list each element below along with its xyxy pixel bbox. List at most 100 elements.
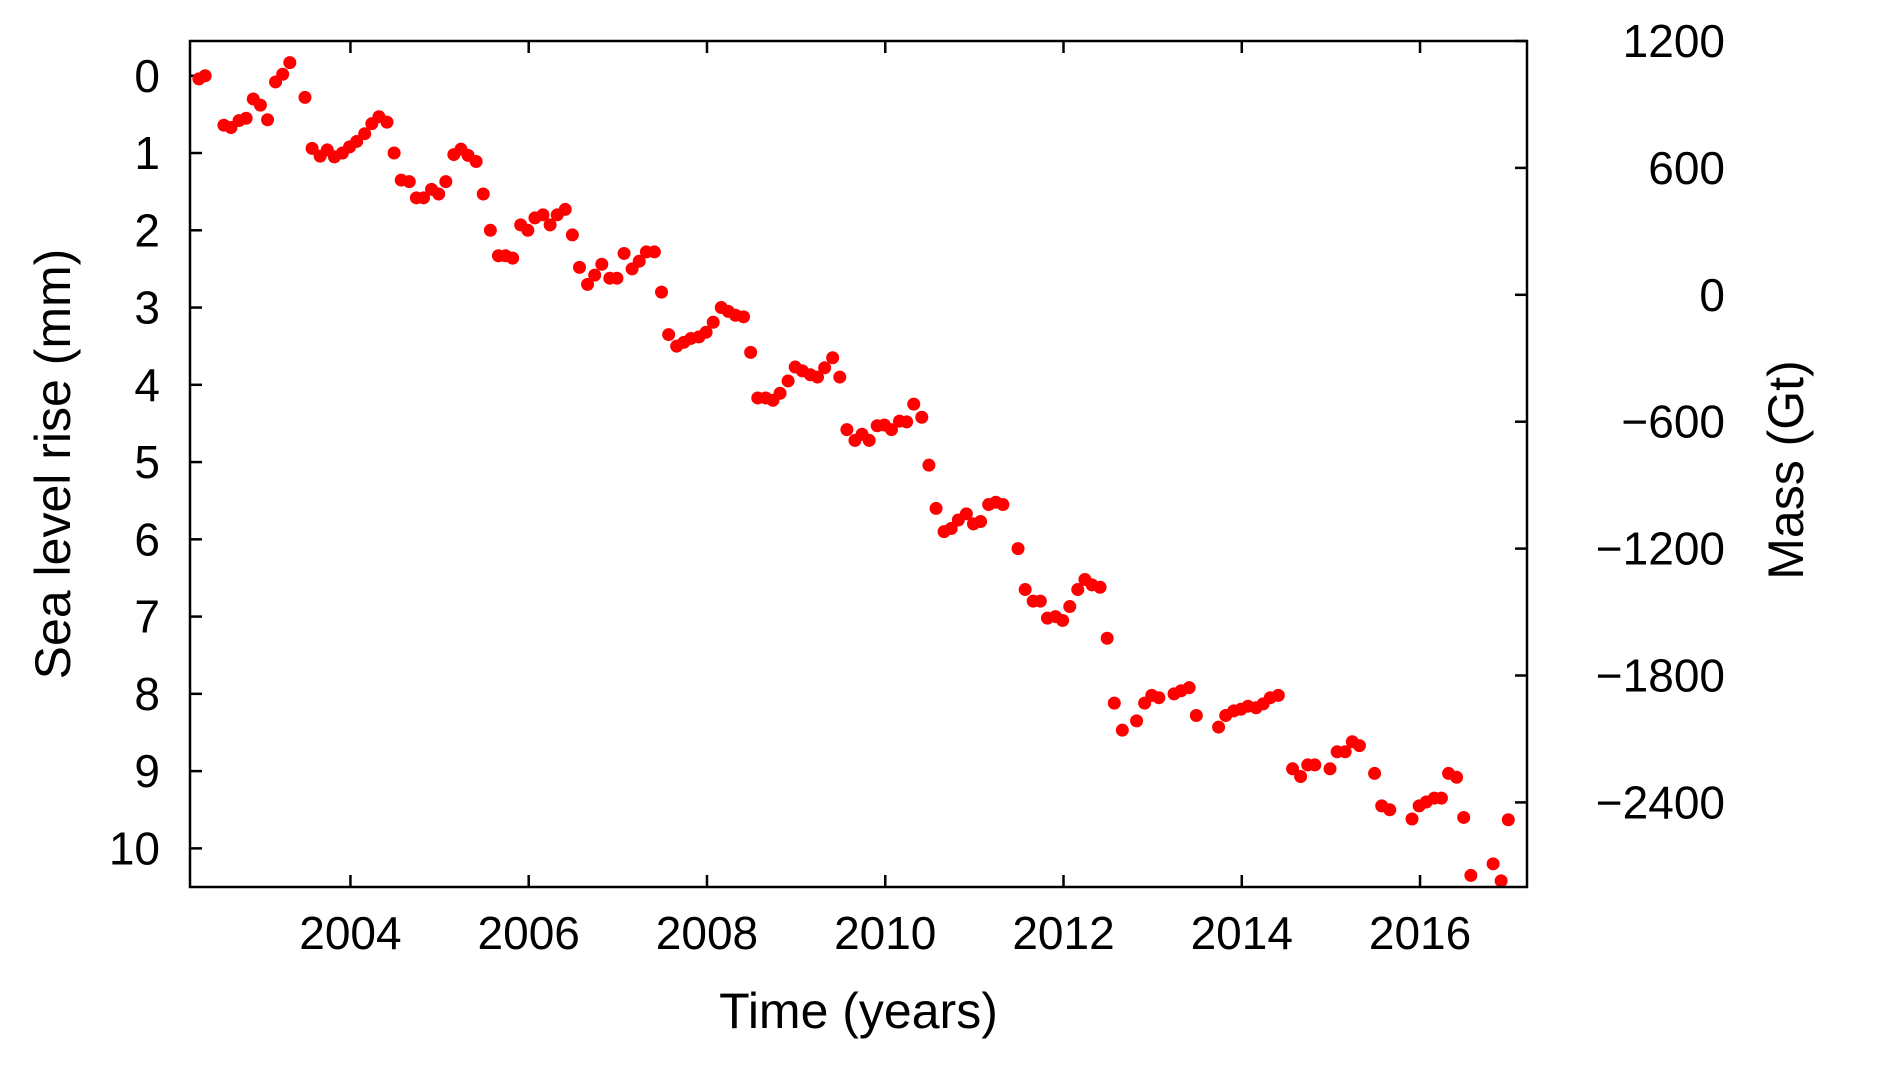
- right-y-tick-label: −2400: [1596, 776, 1725, 828]
- right-y-tick-label: −600: [1621, 396, 1725, 448]
- y-tick-label: 3: [134, 282, 160, 334]
- x-axis-label: Time (years): [719, 983, 998, 1039]
- data-point: [907, 397, 921, 411]
- data-point: [402, 175, 416, 189]
- x-axis-ticks: 2004 2006 2008 2010 2012 2014 2016: [299, 41, 1471, 959]
- right-y-tick-label: −1800: [1596, 650, 1725, 702]
- y-tick-label: 9: [134, 745, 160, 797]
- data-point: [506, 251, 520, 265]
- data-point: [276, 67, 290, 81]
- y-tick-label: 2: [134, 204, 160, 256]
- x-tick-label: 2010: [834, 907, 936, 959]
- y-tick-label: 7: [134, 591, 160, 643]
- data-point: [1100, 631, 1114, 645]
- data-point: [655, 285, 669, 299]
- x-tick-label: 2006: [478, 907, 580, 959]
- data-point: [1033, 594, 1047, 608]
- y-axis-ticks: 0 1 2 3 4 5 6 7 8 9 10: [109, 50, 202, 874]
- data-point: [1056, 613, 1070, 627]
- data-point: [840, 423, 854, 437]
- data-point: [884, 423, 898, 437]
- data-point: [1130, 714, 1144, 728]
- data-point: [610, 271, 624, 285]
- data-point: [483, 223, 497, 237]
- data-point: [1071, 583, 1085, 597]
- data-point: [833, 370, 847, 384]
- data-point: [862, 433, 876, 447]
- data-point: [647, 245, 661, 259]
- data-point: [810, 370, 824, 384]
- data-point: [974, 515, 988, 529]
- data-point: [283, 56, 297, 70]
- data-point: [198, 69, 212, 83]
- data-point: [261, 113, 275, 127]
- data-point: [1486, 857, 1500, 871]
- data-point: [1286, 762, 1300, 776]
- data-point: [558, 202, 572, 216]
- x-tick-label: 2008: [656, 907, 758, 959]
- data-point: [543, 218, 557, 232]
- data-point: [573, 260, 587, 274]
- data-point: [439, 175, 453, 189]
- plot-frame: [188, 39, 1529, 889]
- data-point: [744, 345, 758, 359]
- data-point: [581, 277, 595, 291]
- data-points: [192, 56, 1515, 888]
- data-point: [617, 246, 631, 260]
- data-point: [432, 187, 446, 201]
- data-point: [944, 522, 958, 536]
- data-point: [1212, 720, 1226, 734]
- data-point: [358, 127, 372, 141]
- y-tick-label: 5: [134, 436, 160, 488]
- data-point: [1368, 766, 1382, 780]
- data-point: [1093, 580, 1107, 594]
- data-point: [588, 268, 602, 282]
- right-y-tick-label: −1200: [1596, 523, 1725, 575]
- data-point: [469, 155, 483, 169]
- data-point: [1152, 691, 1166, 705]
- data-point: [996, 498, 1010, 512]
- y-tick-label: 0: [134, 50, 160, 102]
- data-point: [1189, 708, 1203, 722]
- right-y-tick-label: 1200: [1623, 15, 1725, 67]
- data-point: [1338, 745, 1352, 759]
- data-point: [1450, 770, 1464, 784]
- data-point: [387, 146, 401, 160]
- data-point: [959, 507, 973, 521]
- data-point: [253, 98, 267, 112]
- data-point: [706, 315, 720, 329]
- data-point: [699, 325, 713, 339]
- data-point: [565, 228, 579, 242]
- data-point: [1323, 762, 1337, 776]
- data-point: [1115, 723, 1129, 737]
- data-point: [380, 115, 394, 129]
- data-point: [305, 141, 319, 155]
- x-tick-label: 2004: [299, 907, 401, 959]
- data-point: [595, 257, 609, 271]
- data-point: [1457, 810, 1471, 824]
- y-tick-label: 1: [134, 127, 160, 179]
- data-point: [1011, 542, 1025, 556]
- y-tick-label: 10: [109, 822, 160, 874]
- data-point: [737, 310, 751, 324]
- data-point: [417, 191, 431, 205]
- data-point: [521, 223, 535, 237]
- data-point: [915, 410, 929, 424]
- data-point: [1501, 813, 1515, 827]
- y-tick-label: 8: [134, 668, 160, 720]
- data-point: [826, 351, 840, 365]
- y-tick-label: 4: [134, 359, 160, 411]
- data-point: [1308, 758, 1322, 772]
- data-point: [1107, 696, 1121, 710]
- x-tick-label: 2012: [1012, 907, 1114, 959]
- data-point: [929, 501, 943, 515]
- data-point: [1405, 812, 1419, 826]
- data-point: [632, 254, 646, 268]
- data-point: [239, 111, 253, 125]
- data-point: [476, 187, 490, 201]
- data-point: [536, 208, 550, 222]
- data-point: [662, 328, 676, 342]
- data-point: [900, 415, 914, 429]
- data-point: [1383, 803, 1397, 817]
